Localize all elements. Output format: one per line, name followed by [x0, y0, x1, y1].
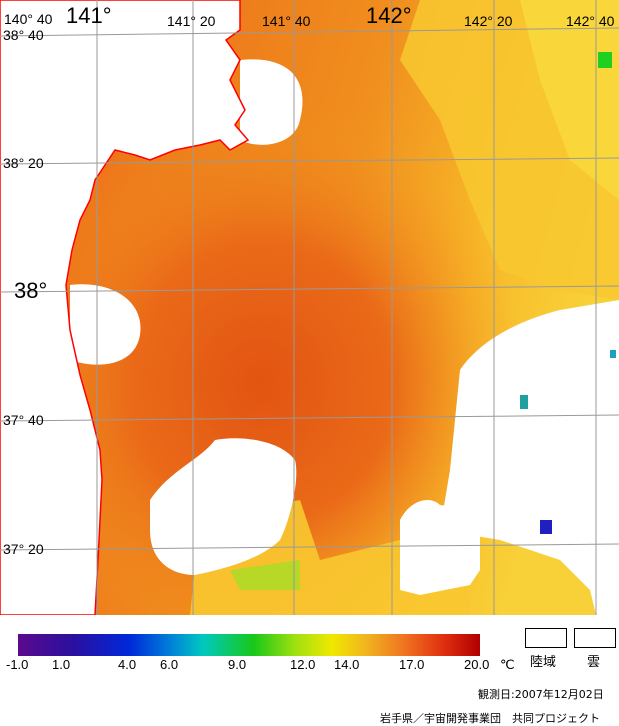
lat-label: 37° 20 — [3, 541, 44, 557]
lat-label: 38° — [14, 278, 48, 303]
credit-text: 岩手県／宇宙開発事業団 共同プロジェクト — [380, 712, 600, 725]
lon-label: 140° 40 — [4, 11, 53, 27]
cloud-patch — [240, 59, 303, 145]
observation-date: 観測日:2007年12月02日 — [478, 688, 604, 701]
cloud-patch — [70, 284, 141, 365]
cloud-legend-label: 雲 — [587, 655, 601, 670]
land-legend-label: 陸域 — [530, 655, 557, 670]
scale-unit: ℃ — [500, 657, 515, 672]
lon-label: 142° — [366, 3, 412, 28]
lon-label: 141° 40 — [262, 13, 311, 29]
lat-label: 38° 40 — [3, 27, 44, 43]
scale-tick: 9.0 — [228, 657, 247, 672]
lon-label: 141° 20 — [167, 13, 216, 29]
cloud-patch — [150, 438, 297, 575]
lon-label: 142° 20 — [464, 13, 513, 29]
lon-label: 142° 40 — [566, 13, 615, 29]
scale-tick: 17.0 — [399, 657, 425, 672]
land-legend-swatch — [525, 628, 567, 648]
scale-tick: 1.0 — [52, 657, 71, 672]
sea-temperature-map — [0, 0, 619, 615]
temperature-color-scale — [18, 634, 480, 656]
lon-label: 141° — [66, 3, 112, 28]
graticule — [0, 0, 619, 615]
lat-label: 37° 40 — [3, 412, 44, 428]
scale-tick: -1.0 — [6, 657, 29, 672]
cloud-legend-swatch — [574, 628, 616, 648]
lat-label: 38° 20 — [3, 155, 44, 171]
scale-tick: 6.0 — [160, 657, 179, 672]
cloud-patch — [440, 300, 619, 615]
scale-tick: 14.0 — [334, 657, 360, 672]
scale-tick: 20.0 — [464, 657, 490, 672]
land-area — [0, 0, 250, 615]
scale-tick: 4.0 — [118, 657, 137, 672]
scale-tick: 12.0 — [290, 657, 316, 672]
